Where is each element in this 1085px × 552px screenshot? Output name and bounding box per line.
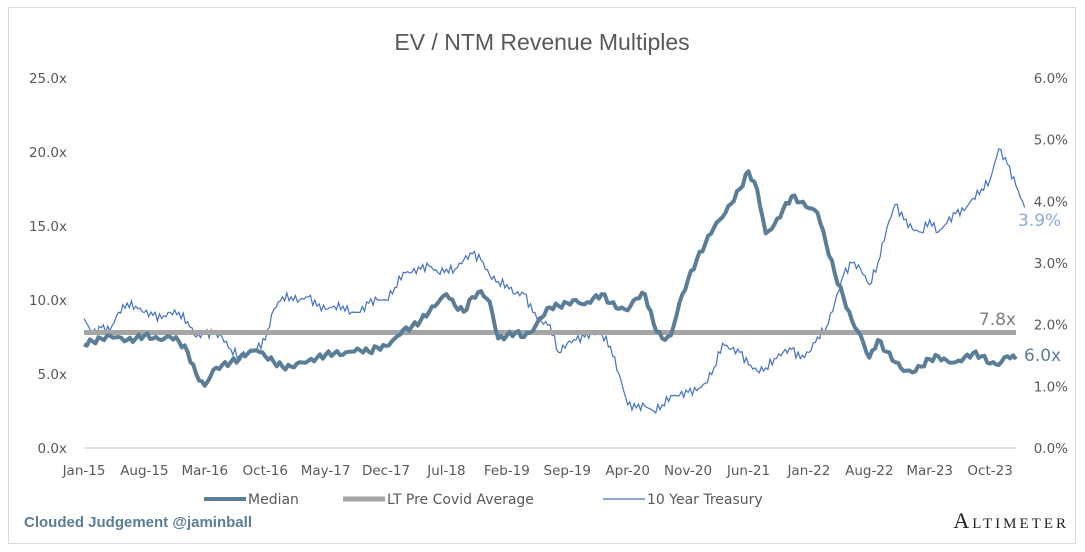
chart-title: EV / NTM Revenue Multiples — [394, 29, 689, 55]
y-tick-label-right: 5.0% — [1034, 133, 1068, 149]
y-tick-label-left: 20.0x — [29, 145, 67, 161]
legend: Median LT Pre Covid Average 10 Year Treasu… — [204, 492, 763, 508]
series-line-10-year-treasury — [83, 148, 1026, 415]
y-tick-label-left: 25.0x — [29, 71, 67, 87]
x-tick-label: Apr-20 — [605, 463, 650, 479]
legend-label: LT Pre Covid Average — [387, 492, 534, 508]
end-label-median: 6.0x — [1024, 346, 1061, 366]
x-tick-label: Jun-21 — [726, 463, 770, 479]
x-tick-label: Jan-22 — [786, 463, 830, 479]
x-tick-label: Feb-19 — [484, 463, 530, 479]
x-tick-label: Sep-19 — [544, 463, 592, 479]
end-label-lt-average: 7.8x — [979, 310, 1016, 330]
y-axis-left: 0.0x 5.0x 10.0x 15.0x 20.0x 25.0x — [29, 71, 67, 457]
end-label-treasury: 3.9% — [1018, 211, 1061, 231]
y-tick-label-right: 0.0% — [1034, 441, 1068, 457]
series-line-median — [83, 169, 1018, 388]
x-tick-label: Nov-20 — [664, 463, 712, 479]
y-tick-label-left: 0.0x — [38, 441, 67, 457]
y-tick-label-right: 4.0% — [1034, 194, 1068, 210]
x-tick-label: Jan-15 — [62, 463, 106, 479]
brand-logo: Altimeter — [953, 508, 1069, 533]
source-credit: Clouded Judgement @jaminball — [24, 514, 252, 531]
y-tick-label-left: 10.0x — [29, 293, 67, 309]
x-tick-label: Dec-17 — [362, 463, 410, 479]
x-tick-label: Aug-15 — [120, 463, 168, 479]
legend-label: 10 Year Treasury — [647, 492, 763, 508]
y-tick-label-left: 5.0x — [38, 367, 67, 383]
x-tick-label: Aug-22 — [845, 463, 893, 479]
y-axis-right: 0.0% 1.0% 2.0% 3.0% 4.0% 5.0% 6.0% — [1034, 71, 1068, 457]
series-group — [83, 148, 1026, 415]
y-tick-label-right: 6.0% — [1034, 71, 1068, 87]
x-axis: Jan-15 Aug-15 Mar-16 Oct-16 May-17 Dec-17 Jul-… — [62, 463, 1013, 479]
chart-frame — [8, 7, 1076, 544]
x-tick-label: Mar-16 — [181, 463, 228, 479]
y-tick-label-left: 15.0x — [29, 219, 67, 235]
y-tick-label-right: 2.0% — [1034, 318, 1068, 334]
x-tick-label: Jul-18 — [426, 463, 465, 479]
y-tick-label-right: 1.0% — [1034, 379, 1068, 395]
x-tick-label: Oct-16 — [243, 463, 288, 479]
end-labels: 3.9% 7.8x 6.0x — [979, 211, 1061, 366]
y-tick-label-right: 3.0% — [1034, 256, 1068, 272]
x-tick-label: Mar-23 — [906, 463, 953, 479]
x-tick-label: Oct-23 — [967, 463, 1012, 479]
x-tick-label: May-17 — [301, 463, 351, 479]
legend-label: Median — [248, 492, 299, 508]
